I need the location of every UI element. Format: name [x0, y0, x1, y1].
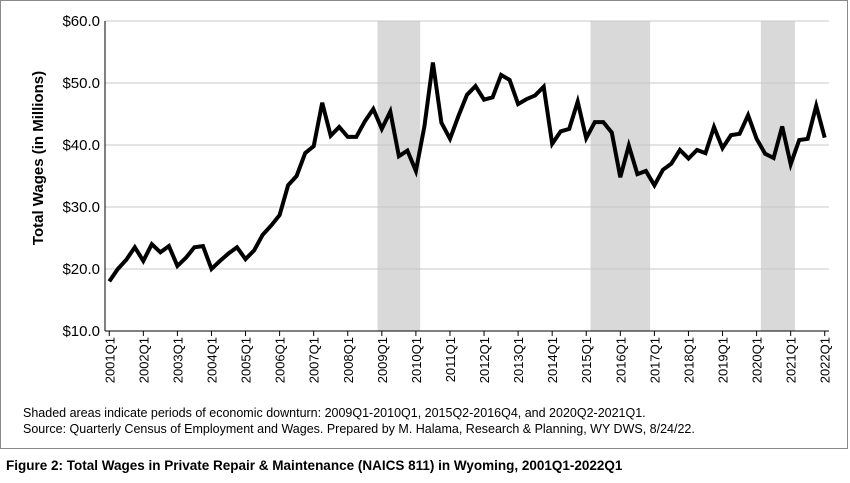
- source-note: Source: Quarterly Census of Employment a…: [23, 422, 695, 436]
- y-tick-label: $20.0: [62, 261, 100, 278]
- x-tick-label: 2019Q1: [716, 337, 731, 383]
- shading-note: Shaded areas indicate periods of economi…: [23, 406, 646, 420]
- y-tick-label: $10.0: [62, 323, 100, 340]
- wages-line: [107, 62, 827, 283]
- y-tick-label: $40.0: [62, 137, 100, 154]
- x-tick-label: 2003Q1: [170, 337, 185, 383]
- x-tick-label: 2021Q1: [784, 337, 799, 383]
- x-tick-label: 2022Q1: [818, 337, 833, 383]
- x-tick-label: 2005Q1: [239, 337, 254, 383]
- x-tick-label: 2014Q1: [545, 337, 560, 383]
- y-tick-label: $30.0: [62, 199, 100, 216]
- line-chart: $10.0$20.0$30.0$40.0$50.0$60.0 2001Q1 200…: [30, 13, 833, 383]
- series-line: [107, 62, 827, 283]
- y-tick-labels: $10.0 $20.0 $30.0 $40.0 $50.0 $60.0: [62, 13, 100, 340]
- x-tick-label: 2017Q1: [647, 337, 662, 383]
- x-tick-label: 2020Q1: [750, 337, 765, 383]
- x-tick-label: 2009Q1: [375, 337, 390, 383]
- x-tick-label: 2011Q1: [443, 337, 458, 382]
- downturn-band: [760, 21, 795, 331]
- x-tick-label: 2010Q1: [409, 337, 424, 383]
- x-tick-label: 2008Q1: [341, 337, 356, 383]
- x-tick-label: 2015Q1: [579, 337, 594, 383]
- x-tick-label: 2007Q1: [307, 337, 322, 383]
- y-tick-label: $50.0: [62, 75, 100, 92]
- y-axis-label: Total Wages (in Millions): [30, 71, 47, 245]
- x-tick-label: 2001Q1: [102, 337, 117, 383]
- downturn-band: [377, 21, 421, 331]
- x-tick-label: 2002Q1: [136, 337, 151, 383]
- x-tick-label: 2012Q1: [477, 337, 492, 383]
- x-tick-labels: 2001Q1 2002Q1 2003Q1 2004Q1 2005Q1 2006Q1 2007…: [102, 337, 832, 383]
- x-tick-label: 2016Q1: [613, 337, 628, 383]
- y-tick-label: $60.0: [62, 13, 100, 30]
- axes: [104, 21, 829, 336]
- figure-caption: Figure 2: Total Wages in Private Repair …: [6, 458, 623, 473]
- x-tick-label: 2018Q1: [681, 337, 696, 383]
- x-tick-label: 2006Q1: [273, 337, 288, 383]
- figure-frame: $10.0 $20.0 $30.0 $40.0 $50.0 $60.0 2001Q1 200…: [0, 0, 848, 449]
- x-tick-label: 2013Q1: [511, 337, 526, 383]
- downturn-shading: [377, 21, 795, 331]
- x-tick-label: 2004Q1: [204, 337, 219, 383]
